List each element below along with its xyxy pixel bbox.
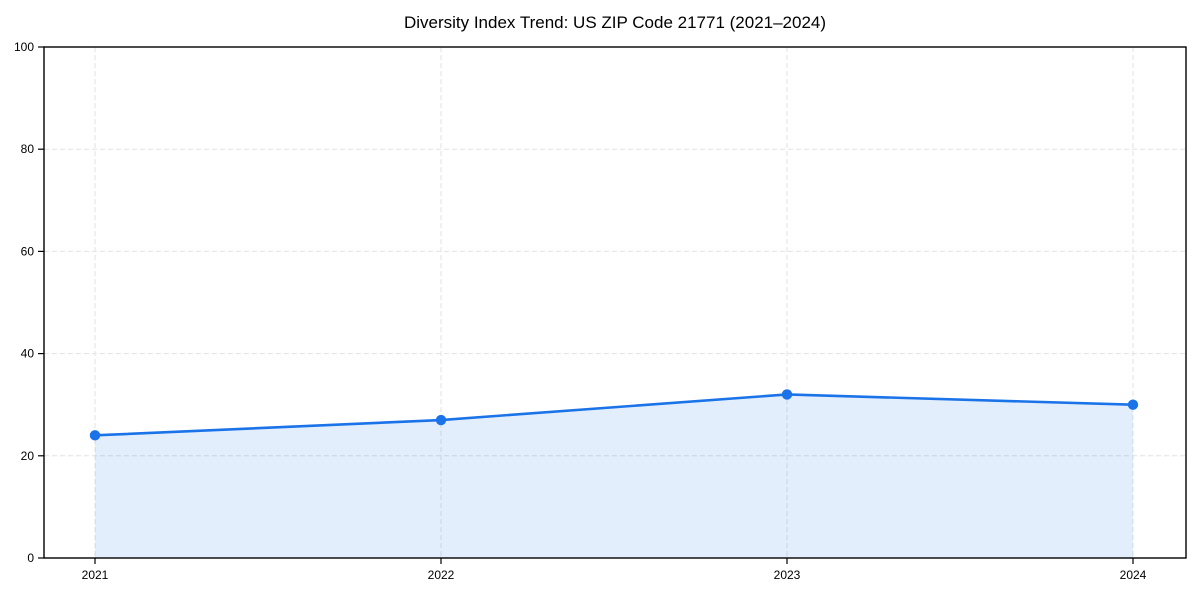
x-tick-label: 2021 (82, 568, 109, 582)
y-tick-label: 40 (21, 347, 35, 361)
y-tick-label: 80 (21, 142, 35, 156)
y-tick-label: 0 (27, 551, 34, 565)
y-tick-label: 100 (14, 40, 34, 54)
area-fill (95, 394, 1133, 558)
data-point (435, 414, 447, 426)
y-tick-label: 60 (21, 244, 35, 258)
x-tick-label: 2024 (1120, 568, 1147, 582)
axis-spine-box (43, 46, 1187, 559)
trend-line (93, 393, 1135, 437)
data-point (1127, 399, 1139, 410)
y-tick-label: 20 (21, 449, 35, 463)
chart-title: Diversity Index Trend: US ZIP Code 21771… (403, 13, 827, 32)
data-point (781, 389, 793, 400)
x-tick-label: 2022 (428, 568, 455, 582)
data-point (89, 430, 101, 441)
x-tick-label: 2023 (774, 568, 801, 582)
